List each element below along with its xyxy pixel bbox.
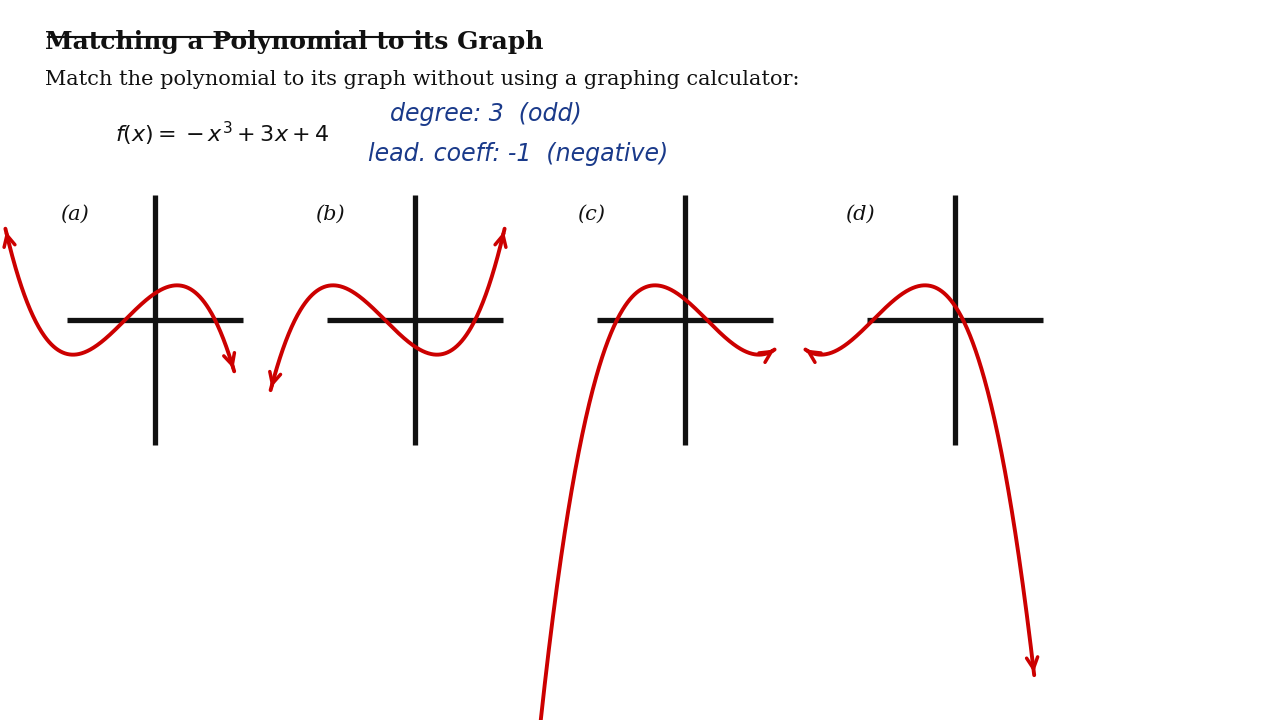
Text: $f(x) = -x^3 + 3x + 4$: $f(x) = -x^3 + 3x + 4$: [115, 120, 329, 148]
Text: (c): (c): [577, 205, 605, 224]
Text: lead. coeff: -1  (negative): lead. coeff: -1 (negative): [369, 142, 668, 166]
Text: Match the polynomial to its graph without using a graphing calculator:: Match the polynomial to its graph withou…: [45, 70, 800, 89]
Text: Matching a Polynomial to its Graph: Matching a Polynomial to its Graph: [45, 30, 544, 54]
Text: (d): (d): [845, 205, 874, 224]
Text: (b): (b): [315, 205, 344, 224]
Text: degree: 3  (odd): degree: 3 (odd): [390, 102, 581, 126]
Text: (a): (a): [60, 205, 88, 224]
